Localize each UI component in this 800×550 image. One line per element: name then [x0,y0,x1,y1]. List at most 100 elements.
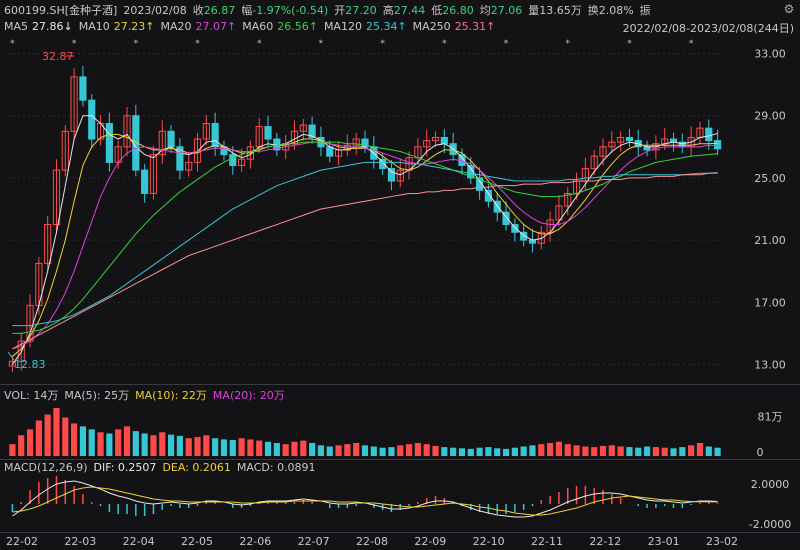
avg-value: 27.06 [490,3,523,17]
settings-gear-icon[interactable]: ⚙ [783,2,795,16]
volume-bar [432,445,439,456]
event-star-marker: * [10,39,15,49]
candle-body [176,146,184,171]
volume-axis-top: 81万 [758,411,783,424]
candle-body [211,123,219,148]
candle-body [352,138,360,146]
volume-bar [573,445,580,456]
volume-bar [141,433,148,456]
amplitude-label: 振 [639,4,651,17]
volume-bar [635,447,642,456]
volume-bar [643,446,651,456]
volume-bar [379,447,386,456]
vol-label: 量 [528,4,540,17]
candle-body [476,177,484,191]
volume-bar [62,417,69,456]
event-star-marker: * [134,39,139,49]
ma20-value: 27.07↑ [195,20,237,33]
change-label: 幅 [241,4,253,17]
candle-body [467,164,475,179]
volume-bar [502,448,510,456]
candle-body [484,189,492,202]
ma10-label: MA10 [78,20,110,33]
x-axis-label: 22-04 [123,535,155,548]
volume-bar [335,445,342,456]
volume-bar [132,431,139,456]
volume-bar [388,447,395,456]
macd-title: MACD(12,26,9) [4,461,88,474]
candle-body [537,231,545,244]
volume-bar [414,442,421,456]
volume-bar [282,444,289,456]
price-tick-label: 13.00 [754,358,786,371]
candle-body [308,124,316,138]
candle-body [379,158,387,170]
candle-body [590,155,598,170]
volume-bar [71,423,78,456]
candle-body [70,76,78,132]
candle-body [617,136,625,143]
volume-title: VOL: 14万 [4,389,59,402]
volume-bar [511,447,518,456]
volume-axis-zero: 0 [757,446,764,459]
ma20-line [12,141,718,350]
x-axis-label: 22-02 [6,535,38,548]
low-label: 低 [431,4,443,17]
candle-body [88,99,96,140]
volume-ma5: MA(5): 25万 [64,389,130,402]
volume-bar [564,444,571,456]
candle-body [185,161,193,171]
volume-bar [441,447,448,456]
event-star-marker: * [72,39,77,49]
open-label: 开 [334,4,346,17]
low-value: 26.80 [442,3,474,17]
volume-bar [106,433,113,456]
candle-body [79,76,87,101]
volume-bar [591,447,598,456]
ma60-line [12,141,718,334]
volume-bar [450,447,457,456]
volume-bar [520,446,527,456]
turnover-label: 换 [587,4,599,17]
x-axis-label: 22-05 [181,535,213,548]
close-label: 收 [192,4,204,17]
volume-bar [97,432,104,456]
candle-body [44,224,52,264]
quote-date: 2023/02/08 [123,3,187,17]
volume-bar [326,446,333,456]
candle-body [423,140,431,148]
volume-bar [317,445,325,456]
volume-bar [26,429,34,456]
ma60-label: MA60 [242,20,274,33]
volume-bar [185,438,192,456]
macd-dea: DEA: 0.2061 [162,461,231,474]
volume-bar [361,445,369,456]
divider-macd-xaxis [0,532,800,533]
candle-body [387,168,396,182]
volume-bar [529,445,536,456]
ma20-label: MA20 [160,20,192,33]
volume-bar [547,442,554,456]
volume-bar [652,447,659,456]
volume-bar [9,444,16,456]
volume-bar [538,444,545,456]
candle-body [141,169,149,194]
volume-bar [273,442,280,456]
candle-body [705,127,713,142]
candle-body [158,130,166,156]
turnover-value: 2.08% [598,3,634,17]
macd-dif: DIF: 0.2507 [93,461,157,474]
volume-bar [555,441,563,456]
volume-bar [300,440,307,456]
candle-body [431,136,440,142]
ma120-label: MA120 [323,20,362,33]
volume-bar [44,414,51,456]
divider-price-volume [0,384,800,385]
ma10-value: 27.23↑ [113,20,155,33]
ma250-label: MA250 [412,20,451,33]
event-star-marker: * [195,39,200,49]
ma60-value: 26.56↑ [277,20,318,33]
x-axis-label: 22-08 [356,535,388,548]
x-axis-label: 22-09 [414,535,446,548]
